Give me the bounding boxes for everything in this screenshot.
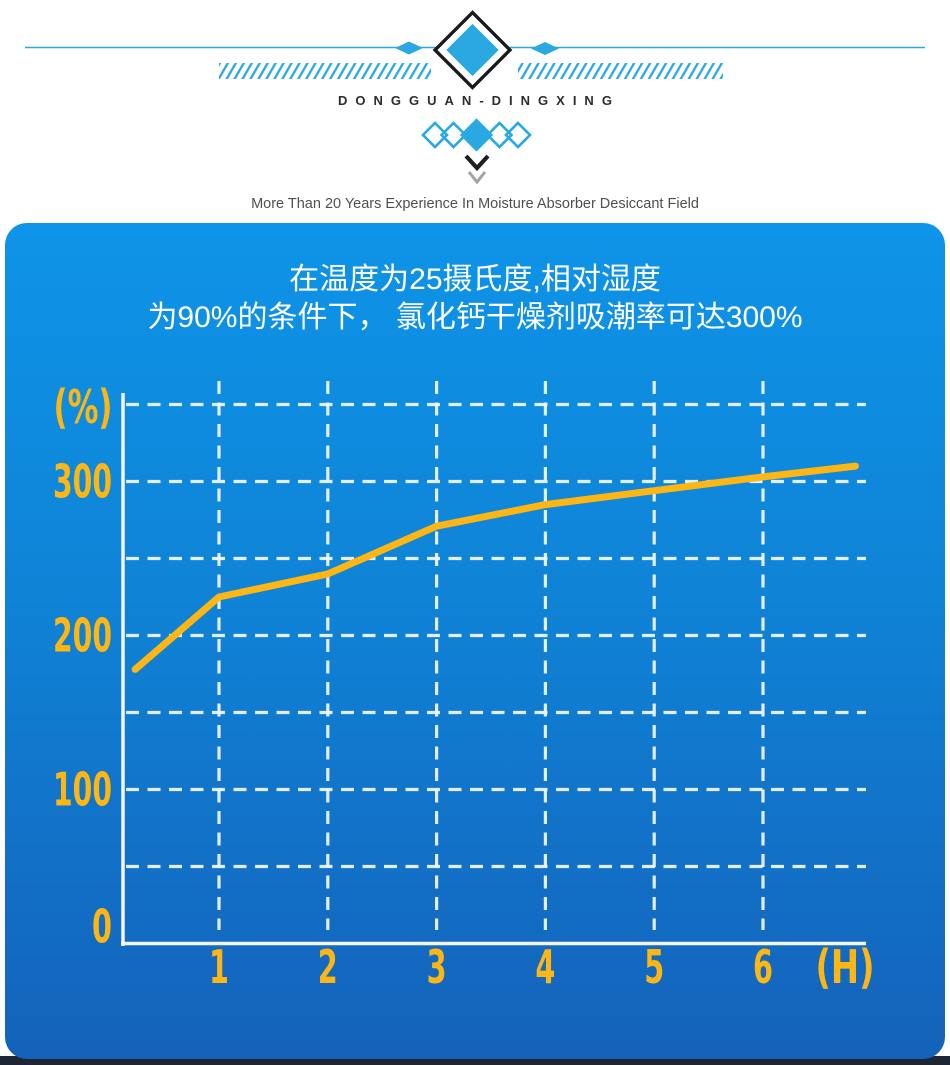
page-header: DONGGUAN-DINGXING More Than 20 Years Exp… bbox=[0, 0, 950, 223]
chart-title-line2: 为90%的条件下， 氯化钙干燥剂吸潮率可达300% bbox=[147, 301, 803, 334]
chain-diamond-icon bbox=[485, 121, 514, 149]
absorption-line-chart: 0 100 200 300 1 2 3 4 5 6 (%) (H) bbox=[53, 380, 875, 994]
tagline: More Than 20 Years Experience In Moistur… bbox=[251, 196, 699, 212]
y-tick-label: 200 bbox=[53, 609, 112, 663]
y-axis-unit-label: (%) bbox=[54, 380, 113, 434]
x-tick-label: 4 bbox=[535, 940, 555, 994]
x-axis-unit-label: (H) bbox=[816, 940, 875, 994]
x-tick-label: 6 bbox=[753, 940, 773, 994]
chain-diamond-icon bbox=[421, 121, 449, 149]
y-tick-label: 100 bbox=[53, 763, 112, 817]
footer-band bbox=[0, 1056, 950, 1065]
chart-title: 在温度为25摄氏度,相对湿度 为90%的条件下， 氯化钙干燥剂吸潮率可达300% bbox=[5, 261, 945, 337]
chart-title-line1: 在温度为25摄氏度,相对湿度 bbox=[289, 263, 661, 296]
y-tick-label: 0 bbox=[92, 900, 112, 954]
x-tick-label: 5 bbox=[644, 940, 664, 994]
brand-ornament bbox=[25, 10, 925, 185]
chart-panel: 在温度为25摄氏度,相对湿度 为90%的条件下， 氯化钙干燥剂吸潮率可达300%… bbox=[5, 223, 945, 1059]
x-tick-label: 1 bbox=[209, 940, 229, 994]
x-tick-label: 3 bbox=[427, 940, 447, 994]
hatch-stripes-right-icon bbox=[518, 63, 723, 79]
brand-name: DONGGUAN-DINGXING bbox=[338, 93, 620, 108]
x-tick-label: 2 bbox=[318, 940, 338, 994]
y-tick-label: 300 bbox=[53, 455, 112, 509]
chevron-down-gray-icon bbox=[467, 171, 487, 185]
side-diamond-right-icon bbox=[531, 42, 559, 55]
chain-diamond-filled-icon bbox=[459, 118, 494, 152]
hatch-stripes-left-icon bbox=[219, 63, 431, 79]
side-diamond-left-icon bbox=[395, 41, 423, 55]
chain-diamond-icon bbox=[504, 121, 532, 149]
chevron-down-dark-icon bbox=[464, 154, 490, 172]
chain-diamond-icon bbox=[439, 121, 468, 149]
absorption-rate-line bbox=[131, 462, 859, 673]
